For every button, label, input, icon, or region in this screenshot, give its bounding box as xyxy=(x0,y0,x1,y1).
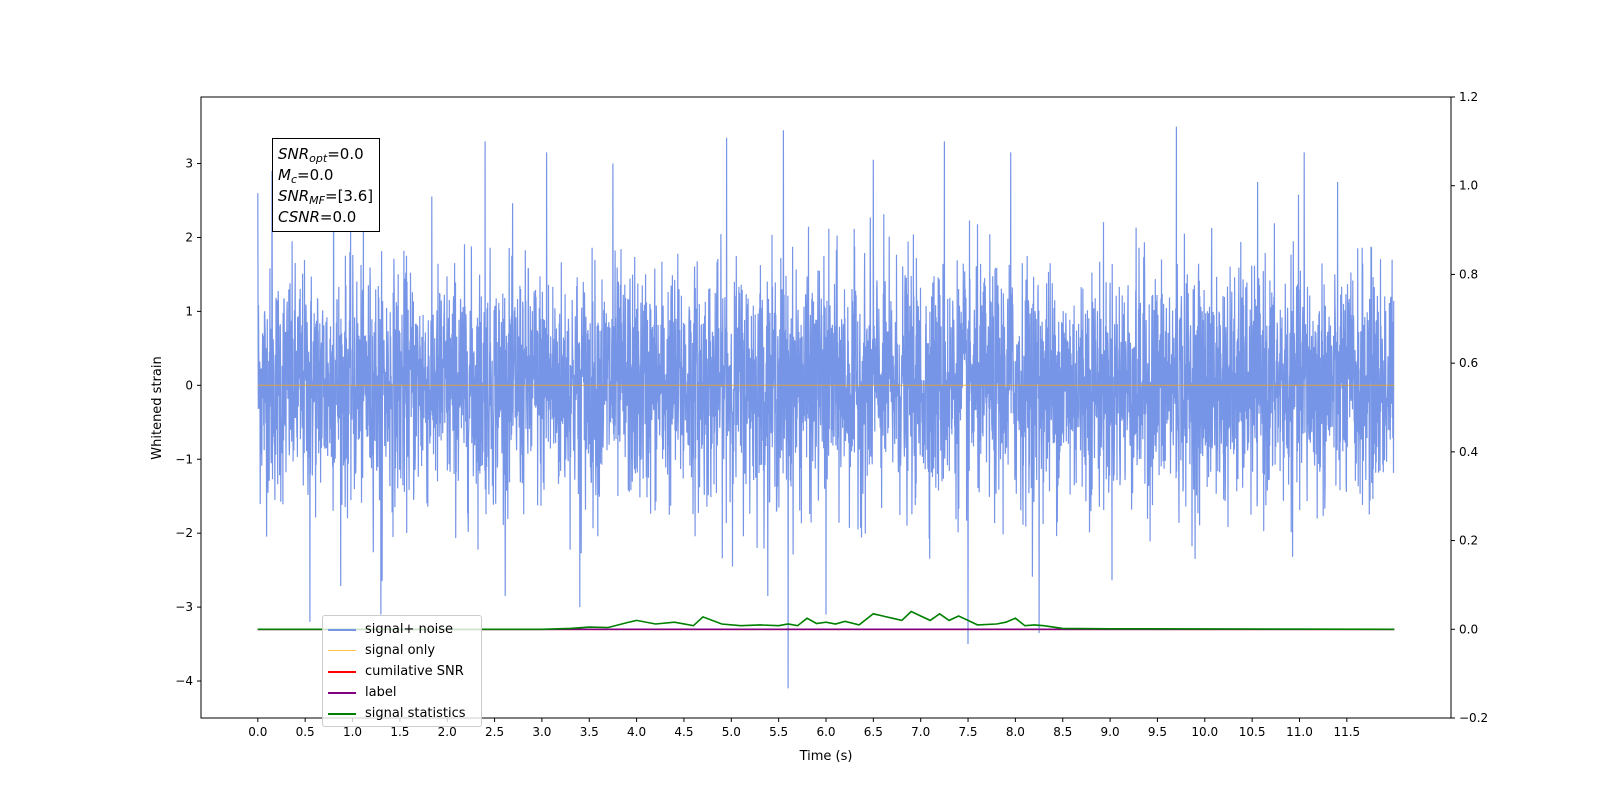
y-tick-label: 1 xyxy=(185,304,193,318)
y2-tick-label: 0.6 xyxy=(1459,356,1478,370)
y-axis-label: Whitened strain xyxy=(150,356,165,459)
legend-swatch xyxy=(328,670,356,673)
x-tick-label: 0.5 xyxy=(296,725,315,739)
x-tick-label: 10.5 xyxy=(1239,725,1266,739)
legend-entry-cumilative-snr: cumilative SNR xyxy=(323,661,481,682)
legend-swatch xyxy=(328,691,356,694)
legend-label: signal only xyxy=(365,643,436,658)
x-tick-label: 1.0 xyxy=(343,725,362,739)
x-tick-label: 6.0 xyxy=(816,725,835,739)
x-tick-label: 7.0 xyxy=(911,725,930,739)
chart-legend: signal+ noise signal only cumilative SNR… xyxy=(322,615,482,727)
x-tick-label: 0.0 xyxy=(248,725,267,739)
y-tick-label: 0 xyxy=(185,378,193,392)
y2-tick-label: 0.2 xyxy=(1459,534,1478,548)
y2-tick-label: 0.8 xyxy=(1459,267,1478,281)
series-signal-noise-line xyxy=(257,126,1395,689)
y-tick-label: −4 xyxy=(175,674,193,688)
y-axis-ticks: −4 −3 −2 −1 0 1 2 3 xyxy=(175,157,201,688)
x-tick-label: 8.0 xyxy=(1006,725,1025,739)
csnr-line: CSNR=0.0 xyxy=(278,208,357,226)
series-layer xyxy=(257,126,1395,689)
x-tick-label: 2.0 xyxy=(438,725,457,739)
x-tick-label: 4.0 xyxy=(627,725,646,739)
legend-entry-label: label xyxy=(323,682,481,703)
series-signal-statistics-line xyxy=(257,610,1395,631)
y2-tick-label: 1.0 xyxy=(1459,179,1478,193)
legend-entry-signal-statistics: signal statistics xyxy=(323,703,481,724)
legend-label: signal statistics xyxy=(365,706,466,721)
y2-axis-ticks: −0.2 0.0 0.2 0.4 0.6 0.8 1.0 1.2 xyxy=(1451,90,1488,725)
x-axis-label: Time (s) xyxy=(799,749,853,764)
x-tick-label: 8.5 xyxy=(1053,725,1072,739)
x-tick-label: 9.5 xyxy=(1148,725,1167,739)
y-tick-label: 3 xyxy=(185,157,193,171)
y-tick-label: 2 xyxy=(185,230,193,244)
x-tick-label: 2.5 xyxy=(485,725,504,739)
y2-tick-label: −0.2 xyxy=(1459,711,1488,725)
x-tick-label: 5.5 xyxy=(769,725,788,739)
x-tick-label: 5.0 xyxy=(722,725,741,739)
legend-label: label xyxy=(365,685,397,700)
y-tick-label: −1 xyxy=(175,452,193,466)
x-tick-label: 11.0 xyxy=(1286,725,1313,739)
x-tick-label: 6.5 xyxy=(864,725,883,739)
y2-tick-label: 1.2 xyxy=(1459,90,1478,104)
x-tick-label: 7.5 xyxy=(958,725,977,739)
x-tick-label: 4.5 xyxy=(674,725,693,739)
legend-swatch xyxy=(328,650,356,651)
legend-label: signal+ noise xyxy=(365,622,454,637)
x-tick-label: 11.5 xyxy=(1333,725,1360,739)
legend-swatch xyxy=(328,628,356,631)
x-tick-label: 1.5 xyxy=(390,725,409,739)
mc-line: Mc=0.0 xyxy=(278,166,334,186)
legend-swatch xyxy=(328,712,356,715)
y2-tick-label: 0.4 xyxy=(1459,445,1478,459)
x-tick-label: 3.5 xyxy=(580,725,599,739)
x-tick-label: 3.0 xyxy=(532,725,551,739)
snr-opt-line: SNRopt=0.0 xyxy=(278,145,364,165)
stats-annotation-box: SNRopt=0.0 Mc=0.0 SNRMF=[3.6] CSNR=0.0 xyxy=(272,138,381,232)
legend-entry-signal-only: signal only xyxy=(323,640,481,661)
y-tick-label: −2 xyxy=(175,526,193,540)
y-tick-label: −3 xyxy=(175,600,193,614)
x-tick-label: 10.0 xyxy=(1191,725,1218,739)
x-tick-label: 9.0 xyxy=(1101,725,1120,739)
legend-label: cumilative SNR xyxy=(365,664,464,679)
y2-tick-label: 0.0 xyxy=(1459,622,1478,636)
legend-entry-signal-noise: signal+ noise xyxy=(323,619,481,640)
snr-mf-line: SNRMF=[3.6] xyxy=(278,187,374,207)
x-axis-ticks: 0.0 0.5 1.0 1.5 2.0 2.5 3.0 3.5 4.0 4.5 5.0 5.5 6.0 6… xyxy=(248,718,1360,739)
